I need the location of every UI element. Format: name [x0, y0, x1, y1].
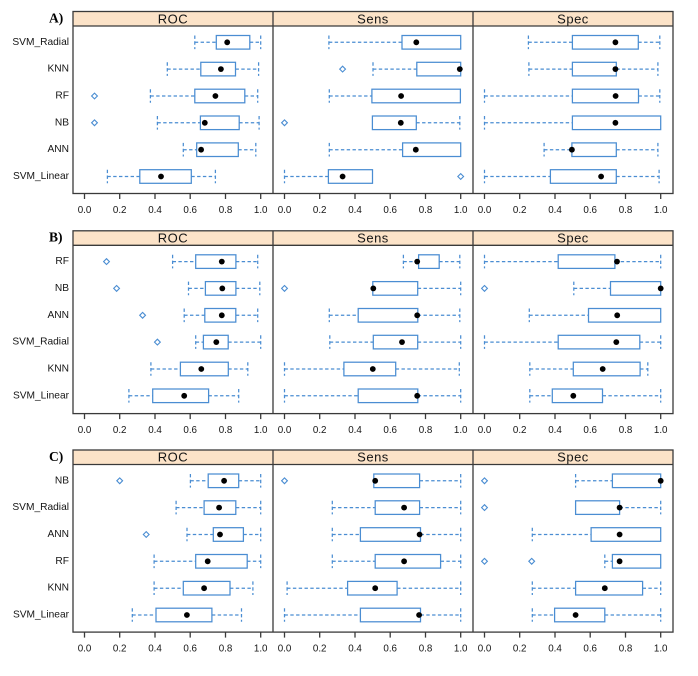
svg-text:SVM_Linear: SVM_Linear	[13, 390, 70, 401]
svg-text:0.2: 0.2	[313, 205, 327, 216]
svg-text:B): B)	[49, 230, 63, 245]
svg-text:ANN: ANN	[47, 310, 69, 321]
svg-text:1.0: 1.0	[454, 425, 468, 436]
svg-text:0.6: 0.6	[583, 205, 597, 216]
svg-text:0.6: 0.6	[183, 425, 197, 436]
svg-text:Sens: Sens	[357, 450, 389, 465]
svg-text:0.8: 0.8	[619, 205, 633, 216]
svg-text:NB: NB	[55, 117, 69, 128]
svg-text:0.8: 0.8	[219, 425, 233, 436]
svg-text:0.4: 0.4	[148, 425, 162, 436]
svg-text:0.6: 0.6	[383, 205, 397, 216]
svg-text:0.0: 0.0	[78, 425, 92, 436]
svg-text:0.2: 0.2	[313, 644, 327, 655]
svg-text:KNN: KNN	[47, 64, 69, 75]
svg-text:0.4: 0.4	[548, 205, 562, 216]
svg-text:ANN: ANN	[47, 144, 69, 155]
svg-text:ROC: ROC	[158, 450, 188, 465]
svg-text:0.8: 0.8	[419, 644, 433, 655]
svg-text:KNN: KNN	[47, 364, 69, 375]
svg-text:Spec: Spec	[557, 450, 589, 465]
svg-text:0.8: 0.8	[419, 425, 433, 436]
svg-text:0.6: 0.6	[583, 644, 597, 655]
svg-text:0.6: 0.6	[383, 425, 397, 436]
svg-text:0.4: 0.4	[548, 425, 562, 436]
svg-text:A): A)	[49, 10, 63, 25]
svg-text:0.0: 0.0	[278, 644, 292, 655]
svg-text:1.0: 1.0	[454, 644, 468, 655]
svg-text:1.0: 1.0	[454, 205, 468, 216]
svg-text:RF: RF	[55, 556, 69, 567]
svg-text:0.6: 0.6	[183, 205, 197, 216]
svg-text:0.4: 0.4	[348, 644, 362, 655]
svg-text:1.0: 1.0	[254, 205, 268, 216]
svg-text:SVM_Linear: SVM_Linear	[13, 610, 70, 621]
svg-text:0.4: 0.4	[348, 425, 362, 436]
svg-text:0.8: 0.8	[219, 644, 233, 655]
svg-text:0.6: 0.6	[383, 644, 397, 655]
svg-text:RF: RF	[55, 91, 69, 102]
svg-text:Sens: Sens	[357, 231, 389, 246]
svg-text:0.2: 0.2	[513, 425, 527, 436]
svg-text:1.0: 1.0	[654, 205, 668, 216]
svg-text:0.8: 0.8	[419, 205, 433, 216]
svg-text:0.8: 0.8	[219, 205, 233, 216]
svg-text:0.4: 0.4	[348, 205, 362, 216]
svg-text:0.4: 0.4	[148, 644, 162, 655]
svg-text:0.8: 0.8	[619, 644, 633, 655]
svg-text:KNN: KNN	[47, 583, 69, 594]
svg-text:0.0: 0.0	[478, 425, 492, 436]
svg-text:C): C)	[49, 449, 63, 464]
svg-text:0.2: 0.2	[113, 425, 127, 436]
svg-text:ANN: ANN	[47, 529, 69, 540]
svg-text:0.4: 0.4	[548, 644, 562, 655]
svg-text:0.2: 0.2	[313, 425, 327, 436]
svg-text:0.0: 0.0	[78, 205, 92, 216]
svg-text:SVM_Radial: SVM_Radial	[12, 37, 69, 48]
svg-text:1.0: 1.0	[254, 644, 268, 655]
svg-text:SVM_Radial: SVM_Radial	[12, 337, 69, 348]
svg-text:0.2: 0.2	[513, 644, 527, 655]
svg-text:RF: RF	[55, 256, 69, 267]
svg-text:Spec: Spec	[557, 11, 589, 26]
svg-text:NB: NB	[55, 283, 69, 294]
svg-text:0.2: 0.2	[113, 644, 127, 655]
svg-text:0.0: 0.0	[78, 644, 92, 655]
svg-text:Spec: Spec	[557, 231, 589, 246]
svg-text:Sens: Sens	[357, 11, 389, 26]
svg-text:0.6: 0.6	[583, 425, 597, 436]
svg-text:0.0: 0.0	[478, 644, 492, 655]
svg-text:0.0: 0.0	[278, 205, 292, 216]
svg-text:0.2: 0.2	[513, 205, 527, 216]
svg-text:0.4: 0.4	[148, 205, 162, 216]
svg-text:SVM_Linear: SVM_Linear	[13, 171, 70, 182]
svg-text:1.0: 1.0	[654, 644, 668, 655]
svg-text:1.0: 1.0	[254, 425, 268, 436]
svg-text:0.2: 0.2	[113, 205, 127, 216]
svg-text:NB: NB	[55, 475, 69, 486]
svg-text:0.0: 0.0	[478, 205, 492, 216]
svg-text:1.0: 1.0	[654, 425, 668, 436]
svg-text:ROC: ROC	[158, 11, 188, 26]
svg-text:0.8: 0.8	[619, 425, 633, 436]
svg-text:SVM_Radial: SVM_Radial	[12, 502, 69, 513]
svg-text:ROC: ROC	[158, 231, 188, 246]
svg-text:0.6: 0.6	[183, 644, 197, 655]
svg-text:0.0: 0.0	[278, 425, 292, 436]
